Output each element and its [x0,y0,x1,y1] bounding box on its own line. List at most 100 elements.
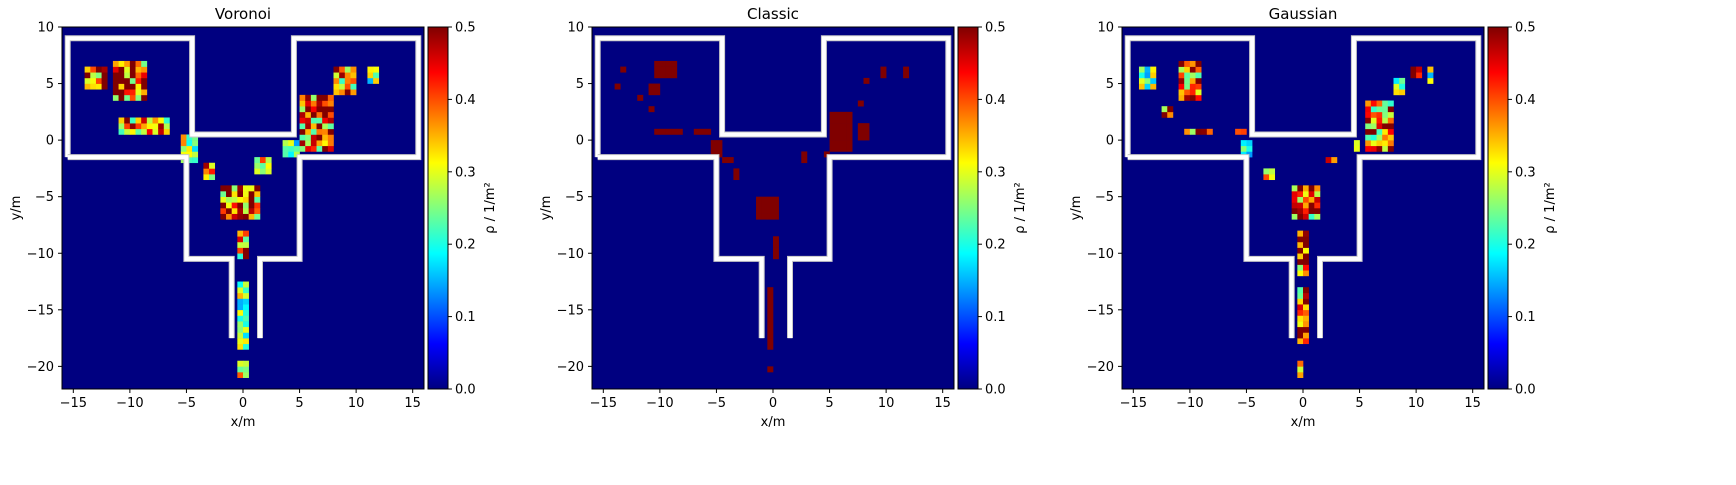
density-cell [1178,94,1185,101]
density-cell [1325,157,1332,164]
density-cell [339,77,346,84]
density-cell [665,128,672,135]
density-cell [254,162,261,169]
density-cell [339,72,346,79]
density-cell [756,196,762,203]
density-cell [243,185,249,192]
density-cell [671,72,678,79]
density-cell [1308,185,1315,192]
density-cell [1303,270,1309,277]
density-cell [1235,128,1242,135]
density-cells [84,60,380,378]
density-cell [1297,360,1304,367]
density-cell [1308,202,1315,209]
density-cell [1365,140,1372,147]
density-cell [158,117,165,124]
density-cell [699,128,706,135]
density-cell [1382,100,1389,107]
density-cell [327,140,334,147]
density-cell [237,281,244,288]
density-cell [1189,89,1196,96]
density-cell [767,309,774,316]
density-cell [1189,94,1196,101]
density-cell [1297,191,1304,197]
density-cell [1189,66,1196,73]
density-cell [124,60,131,67]
density-cell [129,94,136,101]
density-cell [1269,168,1276,175]
density-cell [322,100,329,107]
density-cell [1387,134,1394,141]
density-cell [243,338,249,345]
colorbar-tick-label: 0.3 [455,165,476,180]
density-cell [243,315,249,322]
density-cell [90,66,97,73]
density-cell [1387,128,1394,135]
density-cell [373,77,380,84]
density-cell [761,196,768,203]
density-cell [186,140,193,147]
density-cell [192,157,199,164]
density-cell [1427,66,1434,73]
density-cell [344,83,351,90]
density-cell [220,196,227,203]
density-cell [1297,298,1304,305]
density-cell [1365,100,1372,107]
density-cell [124,94,131,101]
density-cell [163,128,170,135]
density-cell [1195,77,1202,84]
density-cell [1297,332,1304,339]
density-cell [1297,202,1304,209]
density-cell [1370,106,1377,113]
density-cell [840,128,847,135]
density-cell [829,140,836,147]
density-cell [1393,89,1400,96]
density-cell [367,77,374,84]
density-cell [846,117,853,124]
density-cell [727,157,734,164]
density-cell [310,128,317,135]
density-cell [773,202,779,209]
density-cell [259,157,266,164]
density-cell [282,145,289,152]
density-cell [322,134,329,141]
density-cell [1382,145,1389,152]
density-cell [322,106,329,113]
density-cell [112,83,119,90]
colorbar-tick-label: 0.1 [1515,310,1536,325]
density-cell [614,83,621,90]
density-cell [118,72,125,79]
density-cell [243,247,249,254]
y-tick-label: 5 [576,77,584,92]
density-cell [1240,140,1247,147]
x-tick-label: −5 [707,396,726,411]
density-cell [135,66,142,73]
density-cell [163,117,170,124]
density-cell [135,128,142,135]
x-axis-label: x/m [1291,415,1316,430]
panel-voronoi: Voronoi −15 −10 −5 0 5 10 15 10 5 0 −5 −10 −15 −20 x/m y… [9,5,498,430]
density-cell [1297,196,1304,203]
colorbar [427,26,449,390]
density-cell [350,77,357,84]
density-cell [767,315,774,322]
density-cell [829,117,836,124]
density-cell [327,94,334,101]
chart-title: Voronoi [215,5,271,23]
density-cell [101,66,108,73]
density-cell [1303,332,1309,339]
density-cell [95,72,102,79]
density-cell [327,106,334,113]
density-cell [648,106,655,113]
density-cell [146,128,153,135]
density-cell [243,332,249,339]
density-cell [327,123,334,130]
density-cell [1303,292,1309,299]
colorbar-tick-label: 0.3 [1515,165,1536,180]
density-cell [129,60,136,67]
x-tick-label: 10 [878,396,895,411]
density-cell [846,111,853,118]
density-cell [141,72,148,79]
density-cell [767,287,774,294]
density-cell [1376,106,1383,113]
